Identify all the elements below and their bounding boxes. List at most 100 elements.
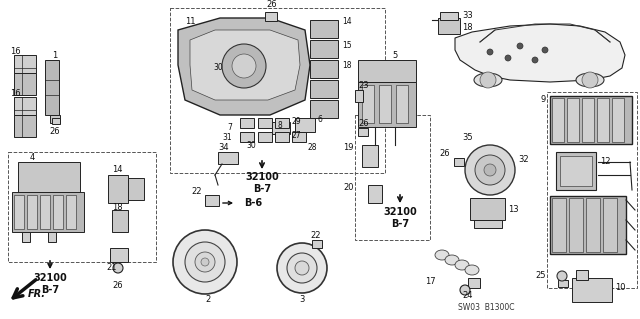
- Bar: [558, 280, 568, 287]
- Bar: [612, 98, 624, 142]
- Text: 19: 19: [344, 144, 354, 152]
- Text: 31: 31: [222, 133, 232, 143]
- Text: 33: 33: [462, 11, 473, 20]
- Bar: [468, 278, 480, 288]
- Bar: [52, 118, 60, 124]
- Bar: [14, 115, 36, 137]
- Text: 26: 26: [440, 150, 450, 159]
- Bar: [8, 152, 156, 262]
- Text: FR.: FR.: [28, 289, 46, 299]
- Text: 13: 13: [508, 205, 518, 214]
- Circle shape: [287, 253, 317, 283]
- Text: 8: 8: [278, 121, 283, 130]
- Bar: [258, 132, 272, 142]
- Text: 16: 16: [10, 48, 20, 56]
- Text: B-7: B-7: [41, 285, 59, 295]
- Ellipse shape: [455, 260, 469, 270]
- Text: 30: 30: [213, 63, 223, 72]
- Ellipse shape: [465, 265, 479, 275]
- Bar: [547, 92, 637, 288]
- Ellipse shape: [576, 73, 604, 87]
- Bar: [310, 20, 338, 38]
- Bar: [396, 85, 408, 123]
- Bar: [597, 98, 609, 142]
- Text: 28: 28: [308, 144, 317, 152]
- Text: 22: 22: [191, 188, 202, 197]
- Bar: [438, 18, 460, 34]
- Text: 34: 34: [218, 144, 228, 152]
- Bar: [358, 128, 368, 136]
- Text: SW03  B1300C: SW03 B1300C: [458, 303, 515, 313]
- Circle shape: [295, 261, 309, 275]
- Bar: [66, 195, 76, 229]
- Text: 26: 26: [50, 128, 60, 137]
- Bar: [362, 145, 378, 167]
- Bar: [14, 195, 24, 229]
- Bar: [275, 118, 289, 128]
- Bar: [355, 90, 363, 102]
- Bar: [48, 232, 56, 242]
- Text: 26: 26: [358, 120, 369, 129]
- Bar: [454, 158, 464, 166]
- Bar: [27, 195, 37, 229]
- Bar: [576, 270, 588, 280]
- Text: 27: 27: [292, 131, 301, 140]
- Bar: [170, 8, 385, 173]
- Bar: [474, 220, 502, 228]
- Circle shape: [185, 242, 225, 282]
- Text: 5: 5: [392, 51, 397, 61]
- Bar: [14, 73, 36, 95]
- Circle shape: [484, 164, 496, 176]
- Bar: [362, 85, 374, 123]
- Text: 4: 4: [30, 153, 35, 162]
- Bar: [275, 132, 289, 142]
- Text: 32100: 32100: [33, 273, 67, 283]
- Circle shape: [557, 271, 567, 281]
- Text: 16: 16: [10, 90, 20, 99]
- Bar: [567, 98, 579, 142]
- Bar: [112, 210, 128, 232]
- Text: 23: 23: [358, 81, 369, 91]
- Ellipse shape: [445, 255, 459, 265]
- Bar: [40, 195, 50, 229]
- Text: B-7: B-7: [391, 219, 409, 229]
- Circle shape: [277, 243, 327, 293]
- Text: 17: 17: [425, 278, 435, 286]
- Bar: [355, 115, 430, 240]
- Bar: [310, 80, 338, 98]
- Text: 9: 9: [541, 95, 546, 105]
- Bar: [586, 198, 600, 252]
- Bar: [110, 248, 128, 262]
- Text: 18: 18: [342, 62, 351, 70]
- Bar: [310, 60, 338, 78]
- Ellipse shape: [474, 73, 502, 87]
- Circle shape: [582, 72, 598, 88]
- Bar: [22, 232, 30, 242]
- Text: 22: 22: [311, 232, 321, 241]
- Circle shape: [487, 49, 493, 55]
- Bar: [272, 122, 290, 134]
- Text: 18: 18: [462, 24, 472, 33]
- Bar: [312, 240, 322, 248]
- Text: 2: 2: [205, 295, 211, 305]
- Text: B-7: B-7: [253, 184, 271, 194]
- Circle shape: [532, 57, 538, 63]
- Bar: [258, 118, 272, 128]
- Text: 18: 18: [112, 203, 123, 211]
- Text: 35: 35: [463, 133, 474, 143]
- Text: 11: 11: [185, 18, 195, 26]
- Circle shape: [460, 285, 470, 295]
- Bar: [128, 178, 144, 200]
- Polygon shape: [178, 18, 310, 115]
- Bar: [603, 198, 617, 252]
- Text: 26: 26: [267, 0, 277, 9]
- Bar: [108, 175, 128, 203]
- Bar: [358, 60, 416, 82]
- Text: 12: 12: [600, 158, 611, 167]
- Bar: [440, 12, 458, 20]
- Text: 25: 25: [536, 271, 546, 280]
- Text: 24: 24: [463, 292, 473, 300]
- Bar: [205, 195, 219, 206]
- Circle shape: [505, 55, 511, 61]
- Bar: [14, 55, 36, 73]
